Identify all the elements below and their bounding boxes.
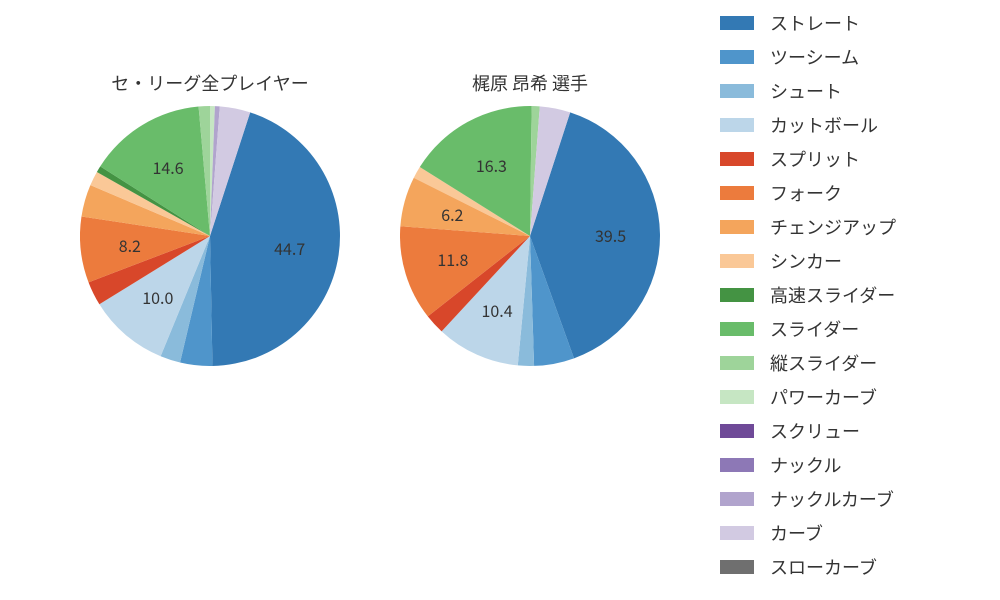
legend-swatch <box>720 458 754 472</box>
legend-item: ナックル <box>720 448 990 482</box>
legend-swatch <box>720 424 754 438</box>
legend-label: スローカーブ <box>770 554 877 580</box>
legend-swatch <box>720 356 754 370</box>
pie-slice-label: 16.3 <box>476 153 507 177</box>
legend-swatch <box>720 84 754 98</box>
legend-item: ストレート <box>720 6 990 40</box>
legend-label: 高速スライダー <box>770 282 895 308</box>
legend-label: スプリット <box>770 146 860 172</box>
legend-label: フォーク <box>770 180 842 206</box>
legend-label: カットボール <box>770 112 878 138</box>
legend-label: ストレート <box>770 10 860 36</box>
legend-label: シンカー <box>770 248 842 274</box>
pie-slice-label: 14.6 <box>153 155 184 179</box>
legend-label: スライダー <box>770 316 859 342</box>
legend-swatch <box>720 322 754 336</box>
chart-title: セ・リーグ全プレイヤー <box>60 70 360 96</box>
pie-chart: セ・リーグ全プレイヤー 44.7 10.0 8.2 14.6 <box>60 70 360 366</box>
pie-wrap: 39.5 10.4 11.8 6.2 16.3 <box>400 106 660 366</box>
pie-slice-label: 10.4 <box>482 298 513 322</box>
legend-item: 高速スライダー <box>720 278 990 312</box>
pie-slice-label: 10.0 <box>142 285 173 309</box>
legend-label: 縦スライダー <box>770 350 877 376</box>
legend-item: シンカー <box>720 244 990 278</box>
legend-item: ツーシーム <box>720 40 990 74</box>
legend-item: カーブ <box>720 516 990 550</box>
legend-item: パワーカーブ <box>720 380 990 414</box>
legend-item: フォーク <box>720 176 990 210</box>
legend-swatch <box>720 118 754 132</box>
legend-label: チェンジアップ <box>770 214 896 240</box>
legend-label: スクリュー <box>770 418 860 444</box>
legend-item: スローカーブ <box>720 550 990 584</box>
pie-chart: 梶原 昂希 選手 39.5 10.4 11.8 6.2 16.3 <box>380 70 680 366</box>
legend-swatch <box>720 526 754 540</box>
legend-swatch <box>720 16 754 30</box>
pie-slice-label: 44.7 <box>274 236 305 260</box>
legend-swatch <box>720 254 754 268</box>
legend-swatch <box>720 288 754 302</box>
legend-item: スライダー <box>720 312 990 346</box>
pie-wrap: 44.7 10.0 8.2 14.6 <box>80 106 340 366</box>
legend-label: カーブ <box>770 520 823 546</box>
pie-slice-label: 8.2 <box>119 233 141 257</box>
legend-item: シュート <box>720 74 990 108</box>
legend-swatch <box>720 390 754 404</box>
legend-item: チェンジアップ <box>720 210 990 244</box>
pie-slice-label: 39.5 <box>595 223 626 247</box>
legend-item: スプリット <box>720 142 990 176</box>
legend-swatch <box>720 50 754 64</box>
figure-container: セ・リーグ全プレイヤー 44.7 10.0 8.2 14.6 梶原 昂希 選手 39.5 10… <box>0 0 1000 600</box>
legend-item: ナックルカーブ <box>720 482 990 516</box>
legend-item: スクリュー <box>720 414 990 448</box>
chart-title: 梶原 昂希 選手 <box>380 70 680 96</box>
legend-swatch <box>720 492 754 506</box>
legend-swatch <box>720 220 754 234</box>
legend-swatch <box>720 152 754 166</box>
legend-label: ナックル <box>770 452 841 478</box>
legend-label: シュート <box>770 78 842 104</box>
legend-swatch <box>720 560 754 574</box>
legend-item: 縦スライダー <box>720 346 990 380</box>
legend: ストレートツーシームシュートカットボールスプリットフォークチェンジアップシンカー… <box>710 0 1000 600</box>
legend-item: カットボール <box>720 108 990 142</box>
legend-swatch <box>720 186 754 200</box>
legend-label: ナックルカーブ <box>770 486 894 512</box>
chart-area: セ・リーグ全プレイヤー 44.7 10.0 8.2 14.6 梶原 昂希 選手 39.5 10… <box>0 0 700 600</box>
pie-slice-label: 6.2 <box>441 202 463 226</box>
pie-slice-label: 11.8 <box>437 247 468 271</box>
legend-label: ツーシーム <box>770 44 859 70</box>
legend-label: パワーカーブ <box>770 384 877 410</box>
